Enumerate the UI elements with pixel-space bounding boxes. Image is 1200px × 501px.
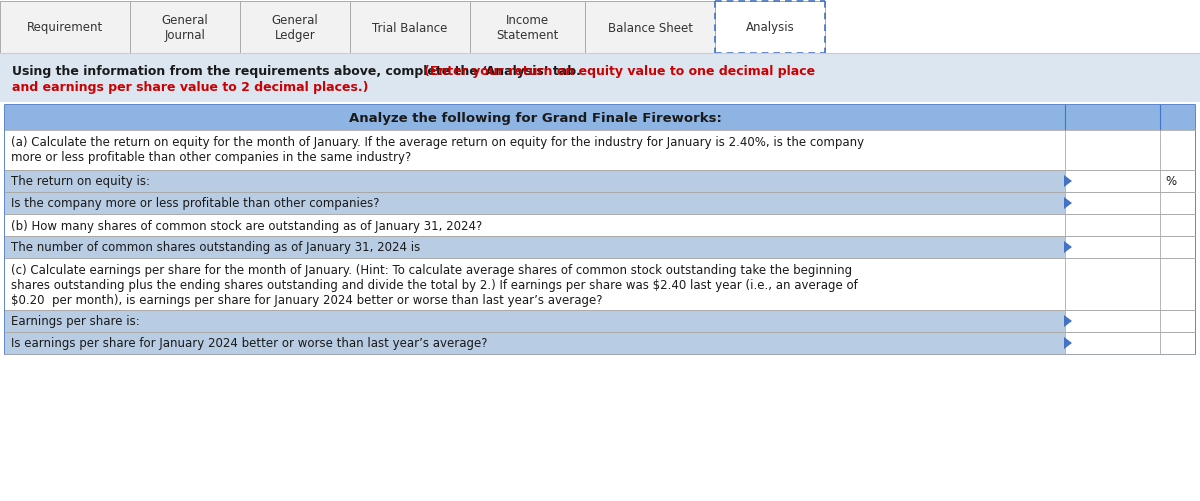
Text: Analysis: Analysis bbox=[745, 22, 794, 35]
Bar bbox=[1066, 171, 1160, 192]
Text: Earnings per share is:: Earnings per share is: bbox=[11, 315, 139, 328]
Polygon shape bbox=[1064, 337, 1072, 349]
Bar bbox=[5, 192, 1066, 214]
Bar bbox=[350, 2, 470, 54]
Text: Trial Balance: Trial Balance bbox=[372, 22, 448, 35]
Text: Income
Statement: Income Statement bbox=[497, 14, 559, 42]
Text: (a) Calculate the return on equity for the month of January. If the average retu: (a) Calculate the return on equity for t… bbox=[11, 136, 864, 164]
Bar bbox=[5, 311, 1066, 332]
Bar bbox=[1066, 192, 1160, 214]
Text: (Enter your return on equity value to one decimal place: (Enter your return on equity value to on… bbox=[424, 65, 815, 78]
Text: General
Journal: General Journal bbox=[162, 14, 209, 42]
Bar bbox=[470, 2, 586, 54]
Text: Is earnings per share for January 2024 better or worse than last year’s average?: Is earnings per share for January 2024 b… bbox=[11, 337, 487, 350]
Text: (c) Calculate earnings per share for the month of January. (Hint: To calculate a: (c) Calculate earnings per share for the… bbox=[11, 264, 858, 307]
Bar bbox=[5, 332, 1066, 354]
Text: Requirement: Requirement bbox=[26, 22, 103, 35]
Bar bbox=[1160, 171, 1195, 192]
Text: Analyze the following for Grand Finale Fireworks:: Analyze the following for Grand Finale F… bbox=[348, 112, 721, 125]
Bar bbox=[130, 2, 240, 54]
Text: Balance Sheet: Balance Sheet bbox=[607, 22, 692, 35]
Polygon shape bbox=[1064, 197, 1072, 209]
Text: Is the company more or less profitable than other companies?: Is the company more or less profitable t… bbox=[11, 197, 379, 210]
Bar bbox=[5, 214, 1195, 236]
Bar bbox=[715, 2, 826, 54]
Bar bbox=[5, 171, 1066, 192]
Text: General
Ledger: General Ledger bbox=[271, 14, 318, 42]
Bar bbox=[5, 259, 1195, 311]
Bar bbox=[1160, 236, 1195, 259]
Polygon shape bbox=[1064, 176, 1072, 188]
Text: (b) How many shares of common stock are outstanding as of January 31, 2024?: (b) How many shares of common stock are … bbox=[11, 219, 482, 232]
Bar bbox=[1066, 236, 1160, 259]
Text: and earnings per share value to 2 decimal places.): and earnings per share value to 2 decima… bbox=[12, 81, 368, 94]
Polygon shape bbox=[1064, 315, 1072, 327]
Bar bbox=[586, 2, 715, 54]
Bar bbox=[1066, 311, 1160, 332]
Bar bbox=[5, 106, 1195, 131]
Text: The number of common shares outstanding as of January 31, 2024 is: The number of common shares outstanding … bbox=[11, 241, 420, 254]
Bar bbox=[1160, 192, 1195, 214]
Text: %: % bbox=[1165, 175, 1176, 188]
Polygon shape bbox=[1064, 241, 1072, 254]
Bar bbox=[1160, 332, 1195, 354]
Bar bbox=[5, 106, 1195, 354]
Bar bbox=[5, 236, 1066, 259]
Bar bbox=[0, 2, 130, 54]
Bar bbox=[0, 55, 1200, 103]
Bar bbox=[5, 131, 1195, 171]
Text: The return on equity is:: The return on equity is: bbox=[11, 175, 150, 188]
Bar bbox=[1160, 311, 1195, 332]
Bar bbox=[240, 2, 350, 54]
Bar bbox=[1066, 332, 1160, 354]
Text: Using the information from the requirements above, complete the ‘Analysis’ tab.: Using the information from the requireme… bbox=[12, 65, 586, 78]
